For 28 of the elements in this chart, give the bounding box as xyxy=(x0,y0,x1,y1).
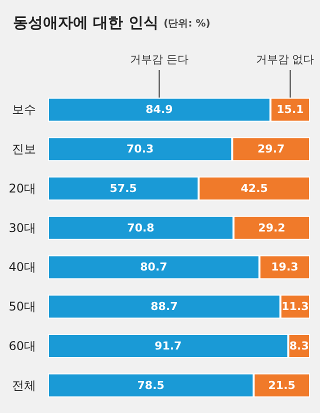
data-label: 15.1 xyxy=(276,103,304,116)
y-tick-label: 20대 xyxy=(8,181,36,196)
y-tick-label: 60대 xyxy=(8,338,36,353)
y-tick-label: 보수 xyxy=(12,102,36,117)
data-label: 57.5 xyxy=(110,182,137,195)
text: 거부감 든다 xyxy=(130,53,188,66)
data-label: 19.3 xyxy=(271,260,298,274)
y-tick-label: 진보 xyxy=(12,142,36,156)
data-label: 80.7 xyxy=(140,260,168,274)
y-tick-label: 40대 xyxy=(8,260,36,274)
data-label: 11.3 xyxy=(282,300,309,314)
data-label: 42.5 xyxy=(240,182,268,195)
data-label: 70.3 xyxy=(126,142,154,156)
data-label: 29.2 xyxy=(258,221,286,234)
y-tick-label: 30대 xyxy=(8,220,36,235)
data-label: 70.8 xyxy=(127,221,154,234)
data-label: 29.7 xyxy=(258,142,285,156)
data-label: 21.5 xyxy=(268,378,296,392)
data-label: 91.7 xyxy=(154,339,182,352)
data-label: 8.3 xyxy=(289,339,309,352)
data-label: 84.9 xyxy=(146,103,173,116)
y-tick-label: 전체 xyxy=(12,378,36,392)
y-tick-label: 50대 xyxy=(8,300,36,314)
chart-subtitle: (단위: %) xyxy=(164,18,210,30)
chart-title: 동성애자에 대한 인식 xyxy=(13,14,164,32)
text: 거부감 없다 xyxy=(256,53,314,66)
data-label: 88.7 xyxy=(150,300,178,314)
data-label: 78.5 xyxy=(137,378,164,392)
